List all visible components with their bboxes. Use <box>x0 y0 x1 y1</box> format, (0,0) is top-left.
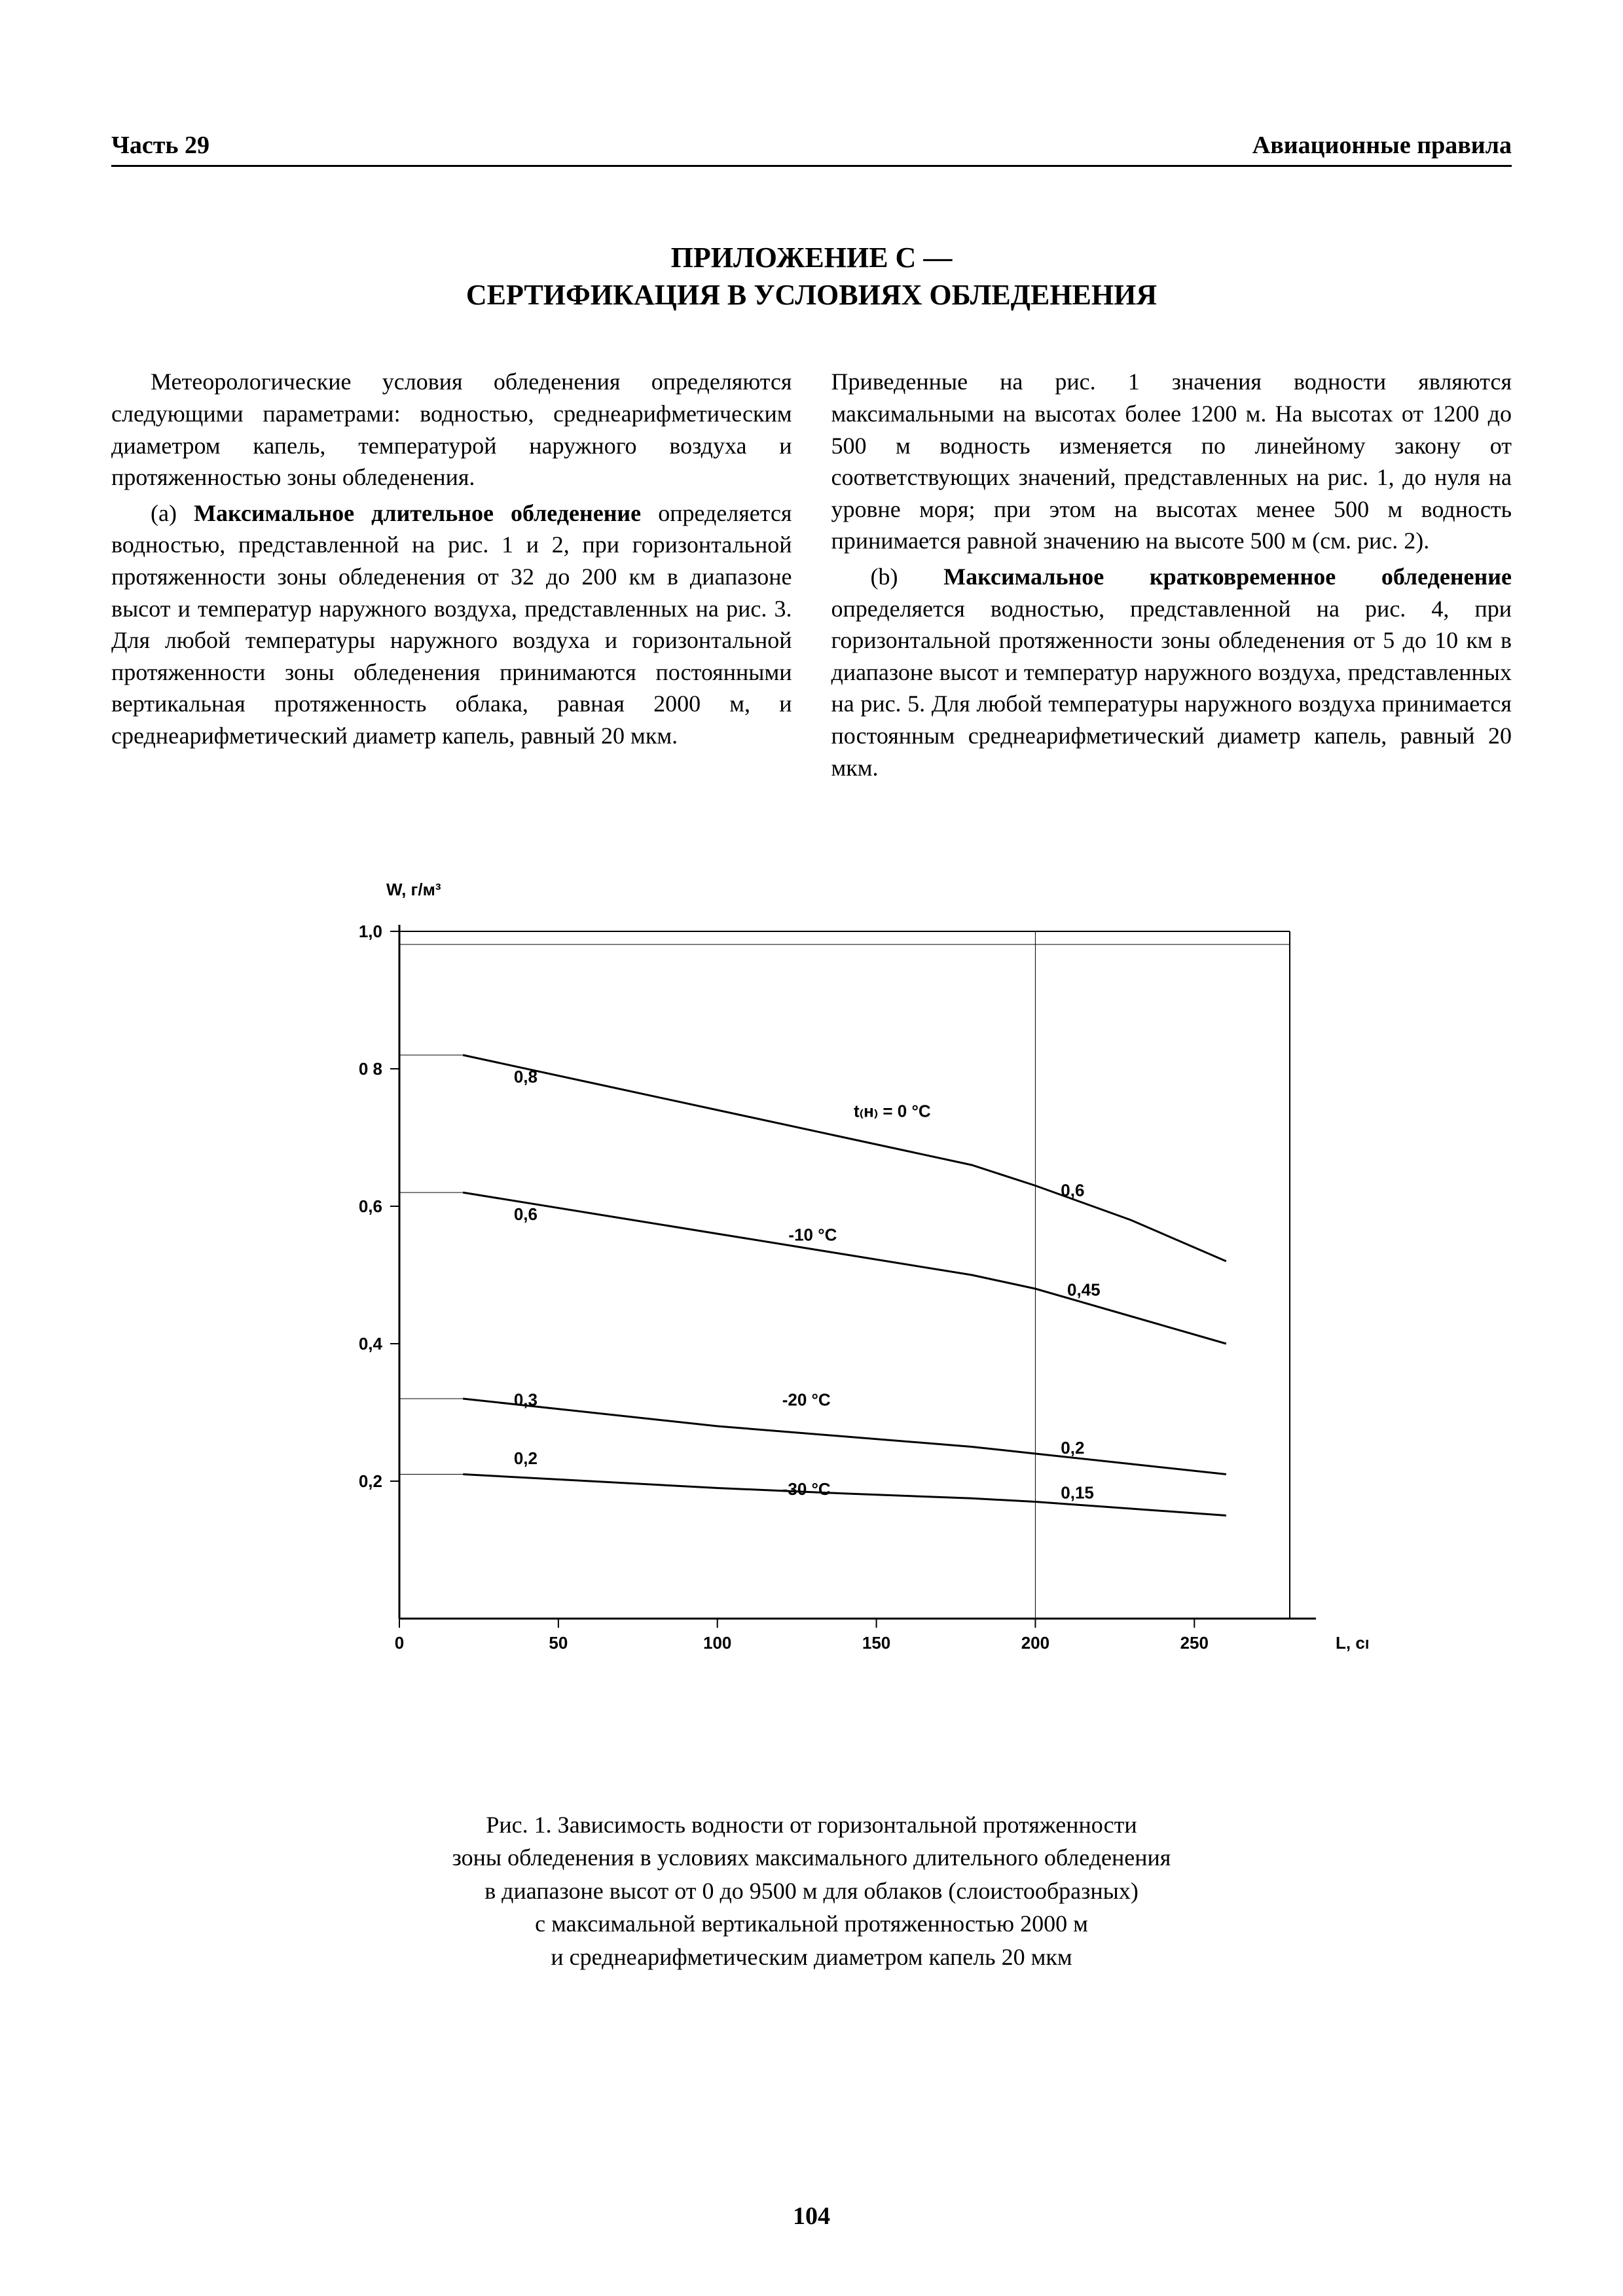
svg-text:L, см: L, см <box>1336 1633 1368 1653</box>
page-header: Часть 29 Авиационные правила <box>111 131 1512 167</box>
p2-rest: определяется водностью, представленной н… <box>111 500 792 749</box>
header-left: Часть 29 <box>111 131 210 160</box>
caption-l3: в диапазоне высот от 0 до 9500 м для обл… <box>111 1874 1512 1907</box>
header-right: Авиационные правила <box>1252 131 1512 160</box>
svg-text:0: 0 <box>394 1633 403 1653</box>
appendix-title: ПРИЛОЖЕНИЕ С — СЕРТИФИКАЦИЯ В УСЛОВИЯХ О… <box>111 239 1512 314</box>
svg-text:0,3: 0,3 <box>513 1390 537 1410</box>
svg-text:50: 50 <box>549 1633 568 1653</box>
svg-text:0,8: 0,8 <box>513 1067 537 1086</box>
p4-bold: Максимальное кратковременное обледенение <box>943 564 1512 590</box>
svg-text:-30 °С: -30 °С <box>782 1479 830 1499</box>
svg-text:200: 200 <box>1021 1633 1049 1653</box>
paragraph-4: (b) Максимальное кратковременное обледен… <box>831 561 1512 783</box>
column-right: Приведенные на рис. 1 значения водности … <box>831 366 1512 787</box>
svg-text:100: 100 <box>703 1633 731 1653</box>
svg-text:0,6: 0,6 <box>513 1204 537 1224</box>
page-number: 104 <box>0 2202 1623 2231</box>
p2-lead: (а) <box>151 500 194 526</box>
caption-l4: с максимальной вертикальной протяженност… <box>111 1907 1512 1940</box>
svg-text:W, г/м³: W, г/м³ <box>386 880 441 899</box>
svg-text:1,0: 1,0 <box>358 922 382 941</box>
svg-text:t₍н₎ = 0 °С: t₍н₎ = 0 °С <box>854 1102 931 1121</box>
svg-text:150: 150 <box>862 1633 890 1653</box>
svg-text:0,6: 0,6 <box>1061 1180 1084 1200</box>
title-line-1: ПРИЛОЖЕНИЕ С — <box>111 239 1512 276</box>
svg-text:0,2: 0,2 <box>1061 1438 1084 1458</box>
svg-text:0,2: 0,2 <box>358 1471 382 1491</box>
svg-text:0,2: 0,2 <box>513 1448 537 1468</box>
caption-l1: Рис. 1. Зависимость водности от горизонт… <box>111 1808 1512 1841</box>
paragraph-3: Приведенные на рис. 1 значения водности … <box>831 366 1512 557</box>
figure-1-chart: W, г/м³ 0,2 0,4 0,6 0 8 1,0 0 50 100 150 200 250 L, … <box>111 866 1512 1717</box>
svg-text:-10 °С: -10 °С <box>788 1225 837 1245</box>
svg-text:0,6: 0,6 <box>358 1196 382 1216</box>
paragraph-2: (а) Максимальное длительное обледенение … <box>111 497 792 752</box>
column-left: Метеорологические условия обледенения оп… <box>111 366 792 787</box>
svg-text:250: 250 <box>1180 1633 1208 1653</box>
svg-text:0,4: 0,4 <box>358 1334 382 1354</box>
body-columns: Метеорологические условия обледенения оп… <box>111 366 1512 787</box>
paragraph-1: Метеорологические условия обледенения оп… <box>111 366 792 493</box>
figure-1-caption: Рис. 1. Зависимость водности от горизонт… <box>111 1808 1512 1973</box>
caption-l5: и среднеарифметическим диаметром капель … <box>111 1941 1512 1973</box>
page: Часть 29 Авиационные правила ПРИЛОЖЕНИЕ … <box>0 0 1623 2296</box>
svg-text:0 8: 0 8 <box>358 1059 382 1079</box>
p4-lead: (b) <box>871 564 944 590</box>
p4-rest: определяется водностью, представленной н… <box>831 596 1512 781</box>
caption-l2: зоны обледенения в условиях максимальног… <box>111 1841 1512 1874</box>
chart-svg: W, г/м³ 0,2 0,4 0,6 0 8 1,0 0 50 100 150 200 250 L, … <box>255 866 1368 1717</box>
p2-bold: Максимальное длительное обледенение <box>194 500 641 526</box>
svg-text:0,45: 0,45 <box>1067 1280 1101 1300</box>
title-line-2: СЕРТИФИКАЦИЯ В УСЛОВИЯХ ОБЛЕДЕНЕНИЯ <box>111 276 1512 314</box>
svg-text:0,15: 0,15 <box>1061 1482 1094 1502</box>
svg-text:-20 °С: -20 °С <box>782 1390 830 1410</box>
